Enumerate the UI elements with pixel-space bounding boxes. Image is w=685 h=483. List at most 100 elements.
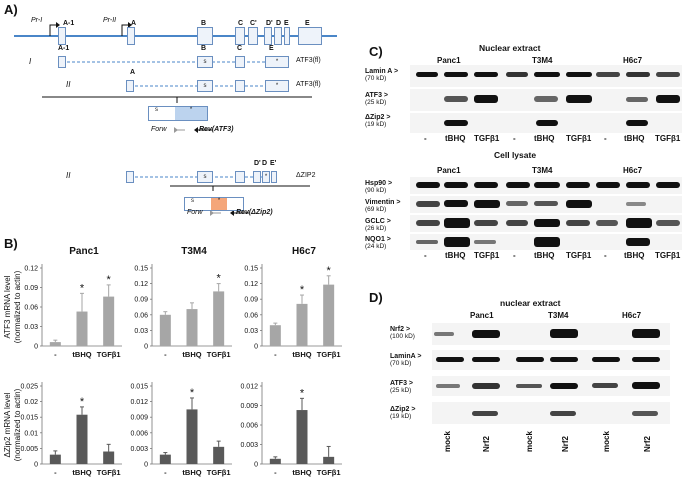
bar [159, 454, 171, 464]
y-tick-label: 0.01 [24, 430, 38, 437]
y-tick-label: 0.006 [240, 423, 258, 430]
x-tick-label: - [54, 350, 57, 359]
d-lane-nrf2-2: Nrf2 [561, 435, 570, 452]
d-blot-dzip2 [432, 402, 670, 424]
exon-box [58, 27, 66, 45]
y-tick-label: 0.012 [130, 399, 148, 406]
bar [76, 311, 88, 346]
exon-e-label: E [269, 45, 274, 52]
marker-gclc: GCLC > (26 kD) [365, 218, 391, 232]
transcript-3-numeral: II [66, 171, 71, 180]
exon-a1 [58, 56, 66, 68]
y-tick-label: 0.12 [244, 281, 258, 288]
x-tick-label: TGFβ1 [207, 468, 231, 477]
cell-lysate-title: Cell lysate [494, 150, 537, 160]
x-tick-label: - [164, 350, 167, 359]
y-tick-label: 0.02 [24, 399, 38, 406]
nuclear-extract-title: Nuclear extract [479, 43, 541, 53]
c-nuc-lane-4: - [513, 134, 516, 143]
d-lane-mock-2: mock [525, 431, 534, 452]
c-lys-cell-panc1: Panc1 [437, 166, 461, 175]
amplicon-fl: s * [148, 106, 208, 121]
bar [186, 409, 198, 464]
exon-e-prime-label: E' [270, 160, 277, 167]
promoter-2-arrow [121, 24, 130, 36]
d-cell-t3m4: T3M4 [548, 311, 569, 320]
y-tick-label: 0.012 [240, 384, 258, 391]
exon-box [248, 27, 258, 45]
chart-title: Panc1 [69, 246, 99, 257]
y-tick-label: 0.15 [134, 266, 148, 273]
bar [103, 451, 115, 464]
d-marker-lamina: LaminA > (70 kD) [390, 353, 422, 367]
x-tick-label: tBHQ [292, 350, 311, 359]
c-nuc-lane-6: TGFβ1 [566, 134, 592, 143]
c-lys-lane-5: tBHQ [534, 251, 555, 260]
promoter-1-arrow [49, 24, 58, 36]
x-tick-label: tBHQ [182, 350, 201, 359]
y-tick-label: 0.03 [24, 324, 38, 331]
y-tick-label: 0 [144, 344, 148, 351]
blot-lamin-a [410, 65, 682, 87]
bar [269, 325, 281, 346]
y-tick-label: 0 [254, 344, 258, 351]
exon-box [264, 27, 272, 45]
forward-primer-label: Forw [151, 126, 167, 133]
blot-nqo1 [410, 234, 682, 250]
exon-c-label: C [237, 45, 243, 52]
promoter-1-label: Pr-I [31, 17, 43, 24]
d-marker-atf3: ATF3 > (25 kD) [390, 380, 414, 394]
d-lane-mock-3: mock [602, 431, 611, 452]
panel-d-label: D) [369, 290, 383, 305]
exon-box [235, 27, 245, 45]
significance-marker: * [107, 274, 112, 286]
exon-c3 [235, 171, 245, 183]
exon-b2: s [197, 80, 213, 92]
exon-d3 [253, 171, 261, 183]
exon-label-c: C [238, 20, 244, 27]
c-cell-panc1: Panc1 [437, 56, 461, 65]
x-tick-label: - [274, 350, 277, 359]
d-blot-atf3 [432, 376, 670, 396]
exon-e2: * [265, 80, 289, 92]
bar [213, 446, 225, 464]
blot-hsp90 [410, 177, 682, 194]
significance-marker: * [217, 273, 222, 285]
y-tick-label: 0.025 [20, 384, 38, 391]
y-tick-label: 0.06 [134, 312, 148, 319]
x-tick-label: tBHQ [292, 468, 311, 477]
c-lys-lane-4: - [513, 251, 516, 260]
d-cell-h6c7: H6c7 [622, 311, 642, 320]
x-tick-label: tBHQ [72, 350, 91, 359]
c-lys-lane-6: TGFβ1 [566, 251, 592, 260]
c-lys-lane-2: tBHQ [445, 251, 466, 260]
x-tick-label: tBHQ [72, 468, 91, 477]
amplicon-dzip2: s * [184, 197, 244, 211]
c-nuc-lane-3: TGFβ1 [474, 134, 500, 143]
exon-dd-label: D [262, 160, 268, 167]
c-nuc-lane-9: TGFβ1 [655, 134, 681, 143]
exon-box [197, 27, 213, 45]
y-tick-label: 0 [144, 462, 148, 469]
y-tick-label: 0.015 [130, 384, 148, 391]
exon-box [274, 27, 282, 45]
x-tick-label: tBHQ [182, 468, 201, 477]
bar [296, 410, 308, 464]
reverse-primer-dzip2-label: Rev(ΔZip2) [236, 209, 273, 216]
transcript-2-numeral: II [66, 80, 71, 89]
y-tick-label: 0 [254, 462, 258, 469]
y-tick-label: 0.09 [134, 297, 148, 304]
bar [49, 342, 61, 346]
isoform-label-3: ΔZIP2 [296, 172, 316, 179]
d-marker-dzip2: ΔZip2 > (19 kD) [390, 406, 416, 420]
c-lys-cell-h6c7: H6c7 [623, 166, 643, 175]
significance-marker: * [300, 284, 305, 296]
significance-marker: * [80, 396, 85, 408]
significance-marker: * [300, 387, 305, 399]
blot-dzip2 [410, 113, 682, 133]
c-nuc-lane-7: - [604, 134, 607, 143]
marker-nqo1: NQO1 > (24 kD) [365, 236, 391, 250]
exon-label-a1: A-1 [63, 20, 75, 27]
panel-b-label: B) [4, 236, 18, 251]
blot-atf3 [410, 89, 682, 111]
